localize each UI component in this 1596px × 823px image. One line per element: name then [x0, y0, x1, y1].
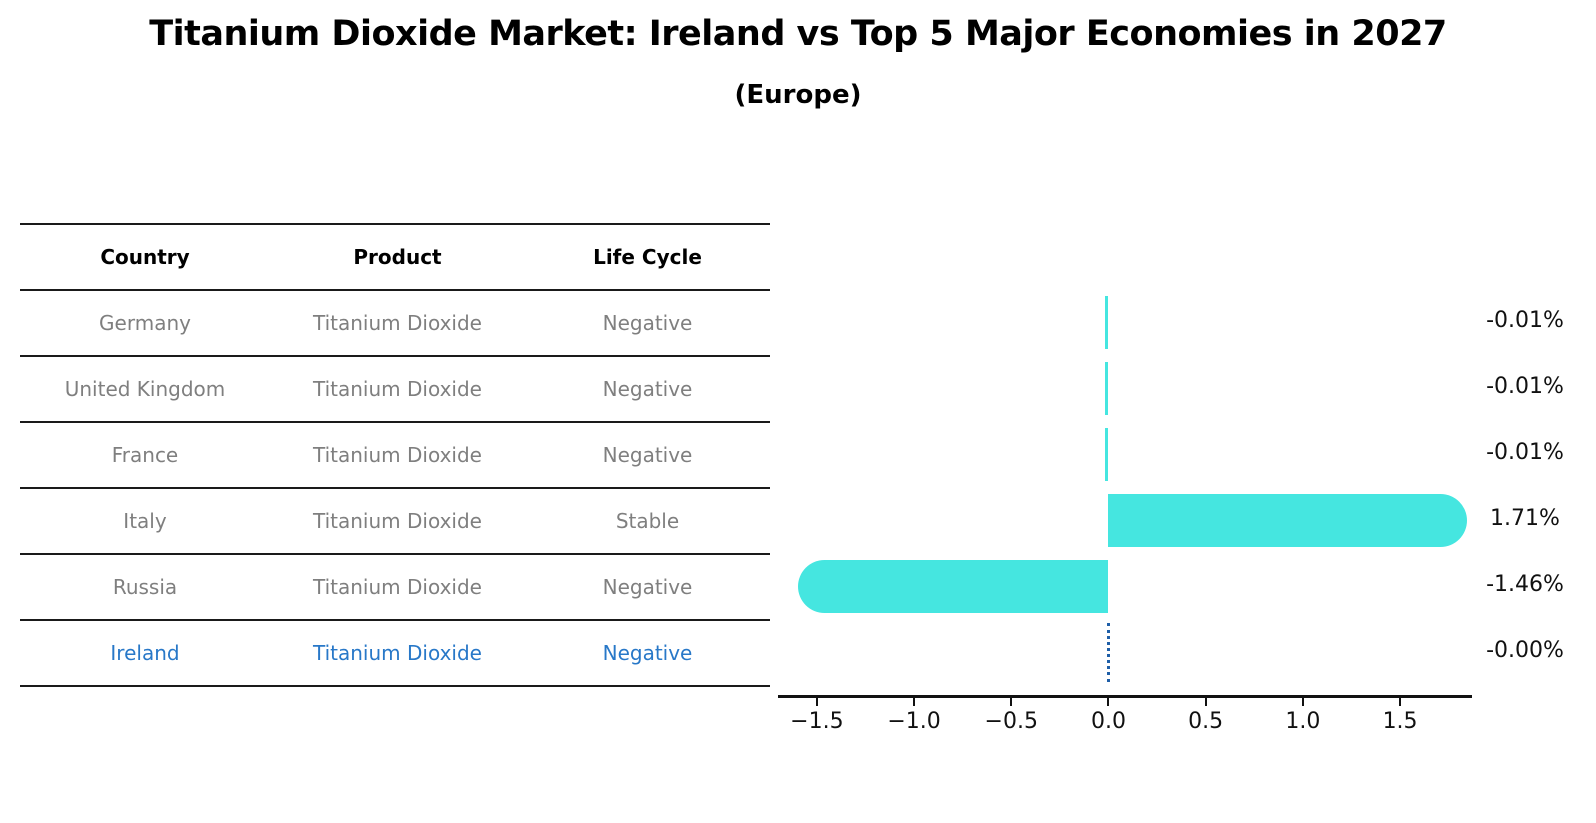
country-table: Country Product Life Cycle Germany Titan…	[20, 223, 770, 687]
cell-lifecycle: Stable	[615, 509, 680, 533]
cell-lifecycle: Negative	[602, 641, 693, 665]
x-tick-0	[815, 697, 818, 706]
table-row-france: France Titanium Dioxide Negative	[20, 423, 770, 489]
col-header-country: Country	[100, 245, 190, 269]
value-label-united-kingdom: -0.01%	[1486, 374, 1564, 399]
x-tick-1	[913, 697, 916, 706]
cell-product: Titanium Dioxide	[313, 575, 482, 599]
cell-country: Italy	[123, 509, 167, 533]
value-label-russia: -1.46%	[1486, 572, 1564, 597]
cell-country: France	[111, 443, 179, 467]
cell-lifecycle: Negative	[602, 443, 693, 467]
value-label-ireland: -0.00%	[1486, 638, 1564, 663]
x-tick-label-0: −1.5	[790, 709, 844, 734]
x-tick-3	[1107, 697, 1110, 706]
chart-title: Titanium Dioxide Market: Ireland vs Top …	[149, 14, 1447, 54]
cell-product: Titanium Dioxide	[313, 377, 482, 401]
cell-country: Germany	[99, 311, 191, 335]
table-row-italy: Italy Titanium Dioxide Stable	[20, 489, 770, 555]
x-tick-label-3: 0.0	[1090, 709, 1126, 734]
col-header-product: Product	[353, 245, 442, 269]
cell-product: Titanium Dioxide	[313, 443, 482, 467]
table-row-ireland: Ireland Titanium Dioxide Negative	[20, 621, 770, 687]
cell-country: Russia	[112, 575, 178, 599]
cell-product: Titanium Dioxide	[313, 509, 482, 533]
value-label-italy: 1.71%	[1490, 506, 1560, 531]
value-label-germany: -0.01%	[1486, 308, 1564, 333]
x-tick-label-4: 0.5	[1188, 709, 1224, 734]
x-axis-line	[778, 695, 1472, 698]
table-row-germany: Germany Titanium Dioxide Negative	[20, 291, 770, 357]
x-tick-2	[1010, 697, 1013, 706]
chart-subtitle: (Europe)	[734, 80, 862, 110]
bar-germany	[1105, 295, 1109, 349]
value-label-france: -0.01%	[1486, 440, 1564, 465]
bar-italy	[1108, 493, 1468, 547]
table-row-united-kingdom: United Kingdom Titanium Dioxide Negative	[20, 357, 770, 423]
bar-russia	[798, 559, 1109, 613]
table-row-russia: Russia Titanium Dioxide Negative	[20, 555, 770, 621]
table-header-row: Country Product Life Cycle	[20, 225, 770, 291]
x-tick-label-1: −1.0	[887, 709, 941, 734]
cell-lifecycle: Negative	[602, 311, 693, 335]
x-tick-label-5: 1.0	[1285, 709, 1321, 734]
bar-united-kingdom	[1105, 361, 1109, 415]
cell-lifecycle: Negative	[602, 575, 693, 599]
cell-product: Titanium Dioxide	[313, 311, 482, 335]
cell-country: Ireland	[110, 641, 180, 665]
ireland-zero-marker	[1106, 622, 1110, 682]
bar-france	[1105, 427, 1109, 481]
x-tick-4	[1204, 697, 1207, 706]
cell-lifecycle: Negative	[602, 377, 693, 401]
x-tick-6	[1399, 697, 1402, 706]
col-header-lifecycle: Life Cycle	[593, 245, 702, 269]
cell-country: United Kingdom	[64, 377, 226, 401]
x-tick-label-6: 1.5	[1382, 709, 1418, 734]
x-tick-5	[1301, 697, 1304, 706]
x-tick-label-2: −0.5	[984, 709, 1038, 734]
cell-product: Titanium Dioxide	[313, 641, 482, 665]
